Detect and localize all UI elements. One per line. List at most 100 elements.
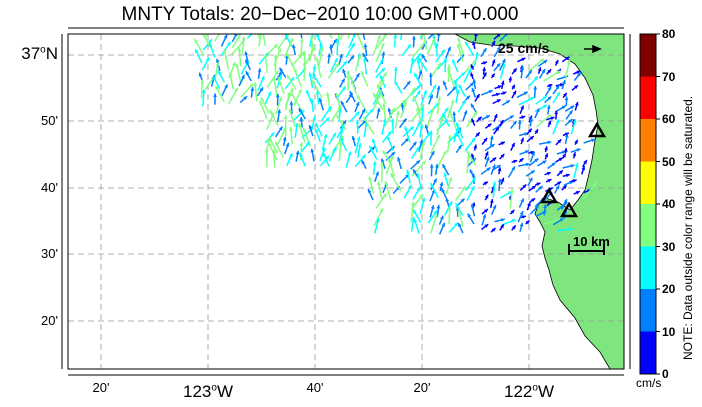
current-vector-head [430, 205, 435, 209]
current-vector-head [591, 138, 595, 143]
current-vector-head [458, 223, 462, 227]
current-vector-head [355, 73, 360, 78]
current-vector-head [492, 164, 496, 169]
current-vector-head [290, 92, 295, 97]
current-vector-head [530, 97, 535, 101]
current-vector-head [482, 67, 486, 71]
current-vector-head [362, 53, 367, 58]
current-vector-head [454, 222, 458, 227]
current-vector-head [422, 34, 426, 37]
current-vector-head [377, 181, 381, 186]
current-vector-head [339, 128, 344, 133]
current-vector-head [487, 123, 492, 128]
current-vector-head [264, 52, 269, 57]
current-vector-head [310, 35, 314, 39]
current-vector-head [418, 57, 422, 62]
current-vector-head [543, 60, 548, 64]
current-vector-head [534, 205, 539, 210]
current-vector-head [380, 42, 385, 47]
current-vector-head [282, 136, 287, 141]
current-vector-head [198, 72, 203, 77]
current-vector-head [289, 88, 294, 93]
current-vector-head [423, 90, 427, 95]
current-vector-head [474, 34, 478, 37]
current-vector-head [557, 181, 562, 186]
current-vector-head [408, 184, 412, 189]
current-vector-head [512, 225, 516, 230]
current-vector-head [471, 158, 476, 162]
longitude-label: 40' [306, 380, 324, 395]
current-vector-head [278, 126, 283, 131]
current-vector-head [413, 218, 418, 223]
current-vector-head [343, 61, 347, 65]
current-vector-head [443, 172, 448, 177]
current-vector-head [356, 136, 361, 141]
current-vector-head [302, 61, 307, 66]
current-vector-head [529, 136, 534, 140]
current-vector-head [322, 22, 326, 26]
colorbar-tick-label: 70 [662, 69, 676, 84]
current-vector-head [416, 107, 420, 112]
current-vector-head [467, 213, 472, 218]
current-vector-head [572, 119, 577, 124]
current-vector-head [447, 206, 452, 211]
current-vector [202, 34, 212, 48]
current-vector-head [504, 34, 508, 37]
current-vector-head [436, 85, 441, 90]
current-vector-head [491, 228, 496, 232]
colorbar-tick-label: 0 [662, 367, 669, 381]
current-vector-head [367, 189, 372, 193]
current-vector-head [536, 108, 540, 113]
current-vector [204, 34, 208, 40]
current-vector-head [245, 71, 250, 76]
current-vector-head [483, 137, 488, 142]
current-vector-head [259, 87, 264, 92]
current-vector-head [394, 81, 399, 86]
current-vector-head [534, 76, 538, 81]
current-vector-head [295, 150, 300, 155]
current-vector-head [278, 71, 282, 76]
current-vector-head [372, 161, 377, 165]
current-vector-head [403, 101, 407, 106]
current-vector-head [472, 79, 477, 83]
current-vector-head [496, 46, 501, 51]
current-vector-head [288, 108, 293, 113]
current-vector-head [492, 204, 497, 209]
distance-scale-label: 10 km [573, 234, 610, 249]
current-vector-head [308, 125, 313, 129]
current-vector-head [342, 69, 346, 73]
current-vector-head [269, 109, 273, 114]
current-vector-head [437, 62, 441, 67]
current-vector-head [491, 73, 495, 78]
current-vector-head [299, 117, 304, 121]
current-vector-head [253, 82, 258, 86]
current-vector-head [375, 171, 379, 176]
current-vector-head [321, 147, 326, 152]
current-vector-head [245, 59, 249, 64]
current-vector-head [442, 150, 447, 155]
current-vector-head [548, 187, 553, 191]
current-vector-head [243, 96, 248, 100]
current-vector-head [382, 118, 387, 123]
current-vector-head [310, 98, 314, 103]
current-vector-head [448, 109, 453, 114]
current-vector-head [546, 114, 551, 119]
current-vector-head [448, 177, 453, 181]
current-vector-head [548, 84, 553, 88]
current-vector-head [520, 198, 524, 203]
current-vector-head [201, 89, 206, 94]
current-vector-head [436, 134, 440, 139]
current-vector-head [402, 99, 406, 104]
current-vector-head [528, 70, 532, 75]
current-vector-head [447, 135, 452, 139]
current-vector-head [475, 51, 479, 56]
current-vector-head [273, 54, 278, 59]
current-vector-head [471, 185, 475, 190]
current-vector-head [387, 108, 392, 112]
current-vector-head [416, 90, 421, 95]
current-vector-head [237, 47, 242, 52]
current-vector-head [431, 38, 435, 43]
current-vector-head [422, 40, 427, 45]
current-vector-head [410, 57, 415, 62]
current-vector-head [520, 66, 525, 70]
